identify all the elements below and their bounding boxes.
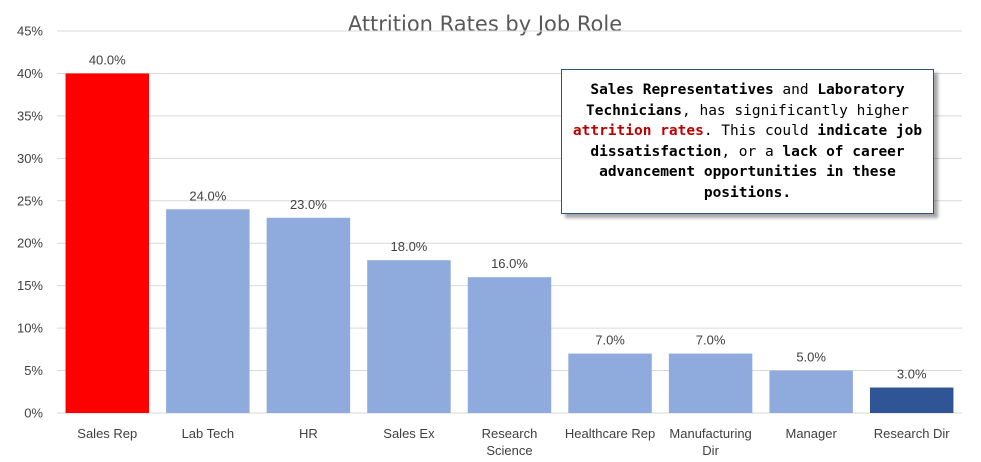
x-tick-label: Manufacturing Dir	[669, 426, 751, 458]
x-axis-ticks: Sales Rep Lab Tech HR Sales Ex Research Scien…	[77, 426, 950, 458]
callout-text-segment: , has significantly higher	[682, 102, 909, 119]
callout-text-segment: , or a	[721, 143, 783, 160]
bar	[467, 277, 552, 413]
y-tick-label: 30%	[17, 151, 43, 166]
callout-highlight-dissatisfaction: indicate job dissatisfaction	[590, 123, 923, 160]
callout-text-segment: . This could	[703, 123, 818, 139]
bars	[65, 73, 954, 413]
y-tick-label: 45%	[17, 24, 43, 39]
data-label: 40.0%	[89, 52, 126, 67]
x-tick-label: Manager	[786, 426, 838, 441]
bar	[367, 260, 451, 413]
x-tick-label: HR	[299, 426, 318, 441]
chart-title: Attrition Rates by Job Role	[348, 12, 622, 36]
x-tick-label: Lab Tech	[182, 426, 235, 441]
bar	[266, 217, 351, 413]
data-label: 5.0%	[796, 350, 826, 365]
y-tick-label: 35%	[17, 108, 43, 123]
x-tick-label: Research Science	[482, 426, 538, 458]
callout-highlight-attrition: attrition rates	[572, 123, 704, 139]
bar	[65, 73, 150, 413]
data-label: 24.0%	[189, 188, 226, 203]
bar	[869, 387, 954, 413]
callout-highlight-lab-techs: Laboratory Technicians	[585, 82, 905, 119]
data-label: 18.0%	[391, 239, 428, 254]
callout-text-segment: and	[773, 82, 818, 98]
data-label: 3.0%	[897, 367, 927, 382]
data-labels: 40.0% 24.0% 23.0% 18.0% 16.0% 7.0% 7.0% 5.0% 3.0…	[89, 52, 927, 381]
data-label: 7.0%	[696, 333, 726, 348]
x-tick-label: Healthcare Rep	[565, 426, 655, 441]
y-tick-label: 0%	[24, 406, 43, 421]
y-tick-label: 20%	[17, 236, 43, 251]
bar	[166, 209, 250, 413]
y-tick-label: 10%	[17, 321, 43, 336]
insight-callout: Sales Representatives and Laboratory Tec…	[561, 69, 934, 214]
callout-highlight-sales-reps: Sales Representatives	[590, 82, 774, 98]
callout-text: Sales Representatives and Laboratory Tec…	[570, 80, 925, 203]
data-label: 7.0%	[595, 333, 625, 348]
x-tick-label: Sales Rep	[77, 426, 137, 441]
bar	[568, 353, 652, 413]
x-tick-label: Research Dir	[874, 426, 951, 441]
y-tick-label: 25%	[17, 193, 43, 208]
bar	[668, 353, 753, 413]
callout-highlight-career: lack of career advancement opportunities…	[599, 143, 905, 201]
x-tick-label: Sales Ex	[383, 426, 435, 441]
data-label: 23.0%	[290, 197, 327, 212]
data-label: 16.0%	[491, 256, 528, 271]
y-axis-ticks: 0% 5% 10% 15% 20% 25% 30% 35% 40% 45%	[17, 24, 43, 421]
bar	[769, 370, 853, 413]
y-tick-label: 40%	[17, 66, 43, 81]
y-tick-label: 15%	[17, 278, 43, 293]
y-tick-label: 5%	[24, 363, 43, 378]
